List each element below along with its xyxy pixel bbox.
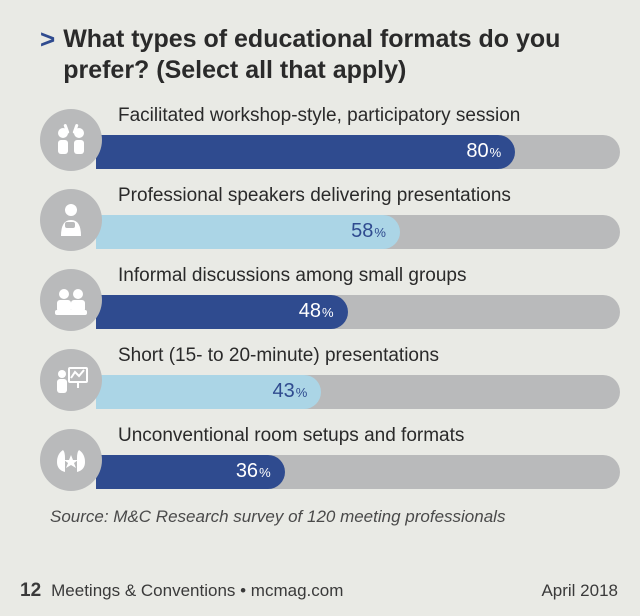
bar-value: 80%: [466, 140, 501, 163]
bar-value: 48%: [299, 300, 334, 323]
bar-fill: 43%: [96, 375, 321, 409]
bar-chart: Facilitated workshop-style, participator…: [40, 105, 620, 493]
bar-track: 36%: [96, 455, 620, 489]
bar-fill: 58%: [96, 215, 400, 249]
bar-track: 48%: [96, 295, 620, 329]
bar-track: 43%: [96, 375, 620, 409]
bar-track: 80%: [96, 135, 620, 169]
speaker-icon: [40, 189, 102, 251]
bar-fill: 48%: [96, 295, 348, 329]
publication-name: Meetings & Conventions • mcmag.com: [51, 581, 343, 601]
bar-label: Professional speakers delivering present…: [118, 185, 620, 207]
bar-label: Unconventional room setups and formats: [118, 425, 620, 447]
bar-label: Facilitated workshop-style, participator…: [118, 105, 620, 127]
hands-icon: [40, 429, 102, 491]
group-icon: [40, 269, 102, 331]
bar-row: Facilitated workshop-style, participator…: [40, 105, 620, 173]
bar-value: 58%: [351, 220, 386, 243]
chevron-icon: >: [40, 26, 55, 52]
bar-row: Unconventional room setups and formats 36…: [40, 425, 620, 493]
highfive-icon: [40, 109, 102, 171]
board-icon: [40, 349, 102, 411]
bar-row: Informal discussions among small groups 4…: [40, 265, 620, 333]
chart-title: What types of educational formats do you…: [63, 24, 620, 87]
bar-row: Short (15- to 20-minute) presentations 43…: [40, 345, 620, 413]
bar-fill: 36%: [96, 455, 285, 489]
bar-fill: 80%: [96, 135, 515, 169]
bar-value: 43%: [273, 380, 308, 403]
bar-label: Short (15- to 20-minute) presentations: [118, 345, 620, 367]
page-number: 12: [20, 580, 41, 602]
bar-row: Professional speakers delivering present…: [40, 185, 620, 253]
bar-track: 58%: [96, 215, 620, 249]
page-footer: 12 Meetings & Conventions • mcmag.com Ap…: [20, 580, 618, 602]
bar-value: 36%: [236, 460, 271, 483]
source-line: Source: M&C Research survey of 120 meeti…: [50, 507, 620, 527]
chart-title-block: > What types of educational formats do y…: [40, 24, 620, 87]
bar-label: Informal discussions among small groups: [118, 265, 620, 287]
issue-date: April 2018: [541, 581, 618, 601]
